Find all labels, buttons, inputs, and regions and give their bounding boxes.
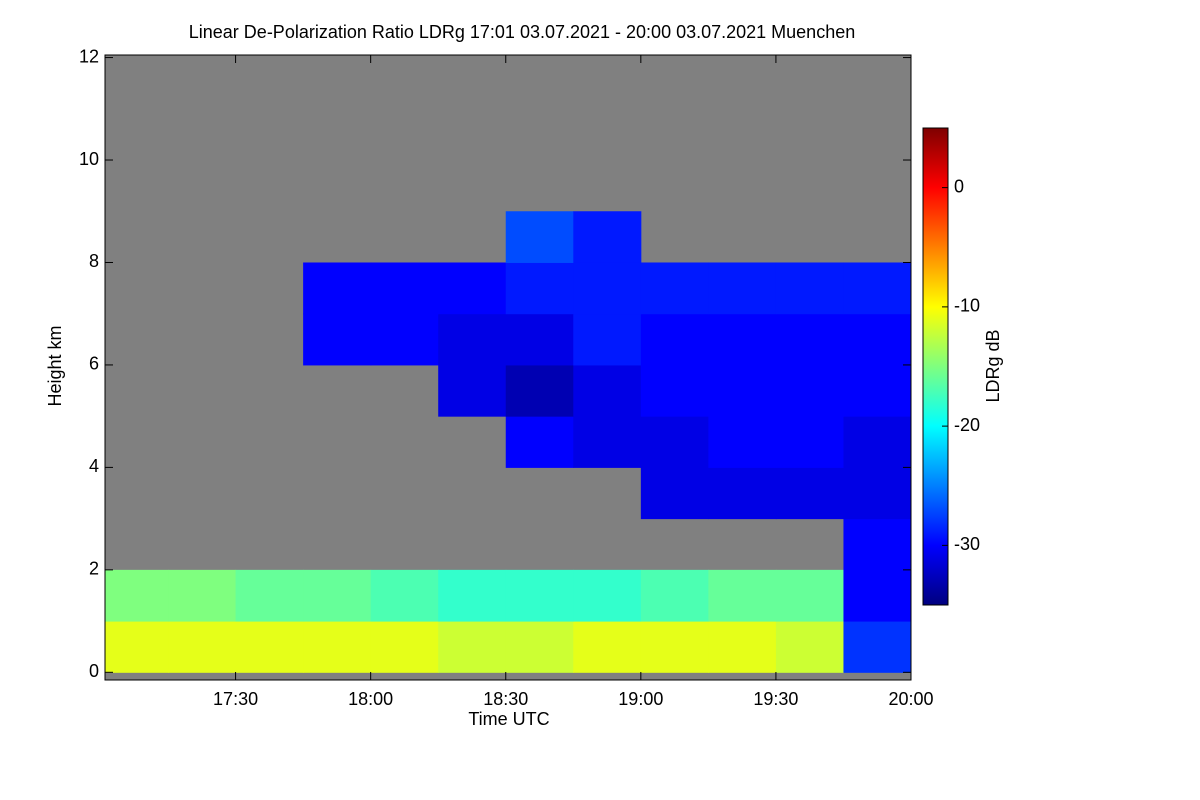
heatmap-cell <box>505 262 574 315</box>
chart-title: Linear De-Polarization Ratio LDRg 17:01 … <box>189 22 855 42</box>
heatmap-cell <box>168 621 237 673</box>
colorbar-tick-label: -20 <box>954 415 980 435</box>
heatmap-cell <box>303 262 372 315</box>
heatmap-cell <box>708 569 777 622</box>
x-tick-label: 18:00 <box>348 689 393 709</box>
heatmap-cell <box>370 569 439 622</box>
heatmap-cell <box>708 313 777 366</box>
x-tick-label: 17:30 <box>213 689 258 709</box>
heatmap-cell <box>573 262 642 315</box>
heatmap-cell <box>438 262 507 315</box>
heatmap-cell <box>843 467 912 520</box>
heatmap-cell <box>505 416 574 468</box>
colorbar <box>922 127 949 606</box>
heatmap-cell <box>303 569 372 622</box>
heatmap-cell <box>640 621 709 673</box>
heatmap-cell <box>438 621 507 673</box>
heatmap-cell <box>775 364 844 417</box>
heatmap-cell <box>775 262 844 315</box>
heatmap-cell <box>640 416 709 468</box>
heatmap-cell <box>843 364 912 417</box>
heatmap-cell <box>775 416 844 468</box>
y-tick-label: 4 <box>89 456 99 476</box>
heatmap-cell <box>775 313 844 366</box>
heatmap-cell <box>573 364 642 417</box>
heatmap-cell <box>640 262 709 315</box>
y-tick-label: 6 <box>89 354 99 374</box>
x-tick-label: 19:30 <box>753 689 798 709</box>
heatmap-cell <box>843 313 912 366</box>
heatmap-cell <box>505 211 574 263</box>
y-tick-label: 8 <box>89 251 99 271</box>
x-axis-label: Time UTC <box>468 709 549 729</box>
heatmap-cell <box>843 416 912 468</box>
heatmap-cell <box>708 621 777 673</box>
heatmap-cell <box>105 569 169 622</box>
heatmap-cell <box>708 416 777 468</box>
heatmap-cell <box>505 364 574 417</box>
heatmap-cell <box>573 211 642 263</box>
heatmap-cell <box>573 569 642 622</box>
heatmap-cell <box>505 569 574 622</box>
x-tick-label: 20:00 <box>888 689 933 709</box>
heatmap-cell <box>640 364 709 417</box>
heatmap-cell <box>438 569 507 622</box>
colorbar-tick-label: -10 <box>954 296 980 316</box>
heatmap-cell <box>775 621 844 673</box>
heatmap-cell <box>708 467 777 520</box>
heatmap-cell <box>843 621 912 673</box>
heatmap-cell <box>303 313 372 366</box>
x-tick-label: 18:30 <box>483 689 528 709</box>
heatmap-cell <box>438 313 507 366</box>
heatmap-cell <box>105 621 169 673</box>
heatmap-cell <box>708 364 777 417</box>
x-tick-label: 19:00 <box>618 689 663 709</box>
heatmap-cell <box>640 313 709 366</box>
heatmap-cell <box>640 569 709 622</box>
heatmap-cell <box>370 621 439 673</box>
heatmap-cell <box>708 262 777 315</box>
y-tick-label: 2 <box>89 559 99 579</box>
colorbar-tick-label: 0 <box>954 176 964 196</box>
heatmap-cell <box>235 621 304 673</box>
y-tick-label: 12 <box>79 46 99 66</box>
y-axis-label: Height km <box>45 325 65 406</box>
heatmap-cell <box>843 518 912 571</box>
heatmap-cell <box>370 262 439 315</box>
heatmap-cell <box>370 313 439 366</box>
heatmap-cell <box>303 621 372 673</box>
colorbar-label: LDRg dB <box>983 329 1003 402</box>
heatmap-cell <box>235 569 304 622</box>
heatmap-cell <box>438 364 507 417</box>
heatmap-cell <box>843 569 912 622</box>
heatmap-cell <box>775 569 844 622</box>
heatmap-cell <box>573 621 642 673</box>
heatmap-cell <box>168 569 237 622</box>
heatmap-cell <box>505 313 574 366</box>
y-tick-label: 0 <box>89 661 99 681</box>
heatmap-cell <box>775 467 844 520</box>
heatmap-cell <box>843 262 912 315</box>
colorbar-tick-label: -30 <box>954 534 980 554</box>
heatmap-cell <box>573 313 642 366</box>
y-tick-label: 10 <box>79 149 99 169</box>
plot-frame <box>104 54 912 681</box>
heatmap-cell <box>640 467 709 520</box>
heatmap-cell <box>573 416 642 468</box>
heatmap-cell <box>505 621 574 673</box>
